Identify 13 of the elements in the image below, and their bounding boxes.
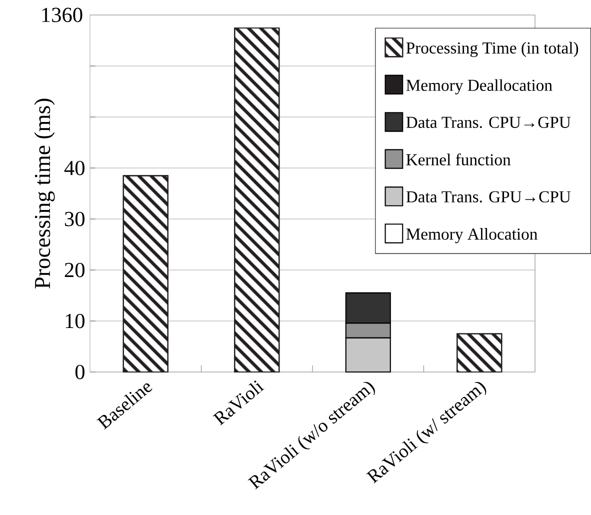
legend-label: Data Trans. CPU→GPU <box>406 116 571 128</box>
legend-label: Memory Deallocation <box>406 79 552 94</box>
legend-label: Processing Time (in total) <box>406 42 578 58</box>
y-axis-title: Processing time (ms) <box>34 98 55 289</box>
legend-label: Memory Allocation <box>406 228 538 244</box>
y-tick-label: 10 <box>66 314 84 328</box>
y-tick-label: 20 <box>64 262 84 278</box>
text: 1360 <box>42 8 82 22</box>
y-tick-label: 40 <box>64 160 84 176</box>
y-tick-label: 0 <box>75 364 84 380</box>
y-tick-label: 30 <box>64 212 84 226</box>
legend-label: Kernel function <box>406 153 511 166</box>
legend-label: Data Trans. GPU→CPU <box>406 191 571 202</box>
